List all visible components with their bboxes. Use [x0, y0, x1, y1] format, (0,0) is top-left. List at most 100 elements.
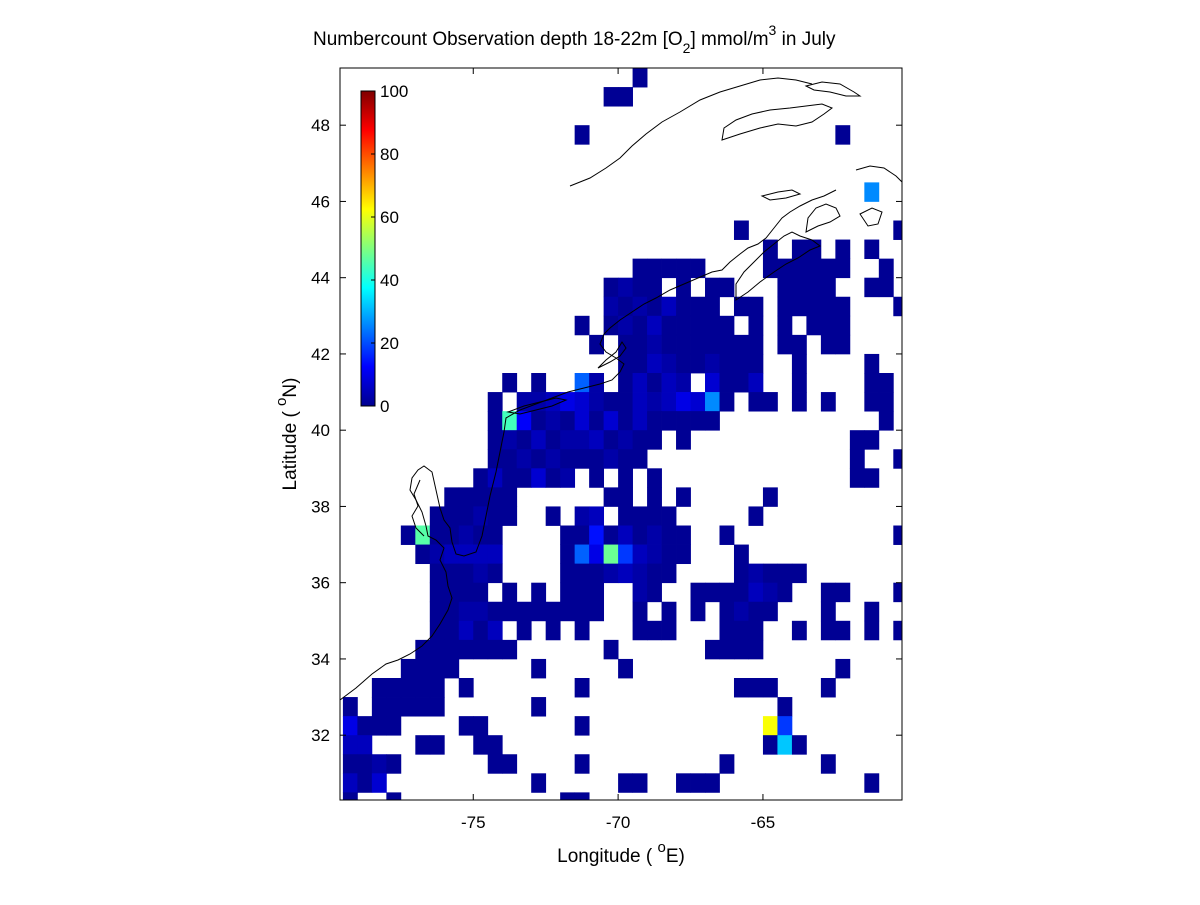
heatmap-cell	[487, 544, 503, 565]
heatmap-cell	[458, 582, 474, 603]
y-tick-label: 48	[311, 116, 330, 135]
heatmap-cell	[661, 525, 677, 545]
heatmap-cell	[733, 582, 749, 603]
heatmap-cell	[574, 754, 590, 774]
heatmap-cell	[835, 582, 851, 603]
heatmap-cell	[589, 563, 605, 584]
heatmap-cell	[748, 334, 764, 355]
heatmap-cell	[893, 296, 902, 317]
heatmap-cell	[603, 525, 619, 545]
heatmap-cell	[690, 582, 706, 603]
heatmap-cell	[632, 582, 648, 603]
heatmap-cell	[632, 353, 648, 374]
heatmap-cell	[589, 468, 605, 488]
heatmap-cell	[733, 601, 749, 622]
x-tick-label: -65	[751, 813, 776, 832]
heatmap-cell	[545, 601, 561, 622]
heatmap-cell	[444, 601, 460, 622]
heatmap-cell	[690, 773, 706, 793]
heatmap-cell	[545, 449, 561, 469]
heatmap-cell	[458, 678, 474, 698]
heatmap-cell	[589, 525, 605, 545]
coastline-gaspe	[721, 103, 834, 141]
heatmap-cell	[733, 334, 749, 355]
heatmap-cell	[893, 449, 902, 469]
heatmap-cell	[820, 277, 836, 298]
colorbar: 0 20 40 60 80 100	[360, 82, 408, 416]
heatmap-cell	[632, 773, 648, 793]
heatmap-cell	[632, 315, 648, 336]
heatmap-cell	[791, 563, 807, 584]
heatmap-cell	[502, 373, 518, 393]
heatmap-cell	[791, 334, 807, 355]
heatmap-cell	[690, 315, 706, 336]
heatmap-cell	[589, 430, 605, 450]
heatmap-cell	[531, 373, 547, 393]
heatmap-cell	[748, 506, 764, 526]
heatmap-cell	[473, 582, 489, 603]
heatmap-cell	[342, 792, 358, 800]
heatmap-cell	[705, 773, 720, 793]
heatmap-cell	[647, 392, 662, 412]
heatmap-cell	[618, 392, 633, 412]
heatmap-cell	[415, 735, 431, 755]
heatmap-cell	[560, 582, 576, 603]
heatmap-cell	[545, 430, 561, 450]
coastline-nova-scotia	[735, 231, 822, 301]
heatmap-cell	[733, 220, 749, 240]
heatmap-cell	[791, 258, 807, 279]
coastline-cape-breton	[805, 203, 841, 233]
heatmap-cell	[791, 239, 807, 260]
heatmap-cell	[878, 277, 894, 298]
heatmap-cell	[618, 506, 633, 526]
heatmap-cell	[516, 411, 532, 431]
heatmap-cell	[632, 525, 648, 545]
heatmap-cell	[762, 563, 778, 584]
heatmap-cell	[429, 639, 445, 660]
heatmap-cell	[487, 430, 503, 450]
heatmap-cell	[647, 315, 662, 336]
heatmap-cell	[574, 315, 590, 336]
heatmap-cell	[589, 334, 605, 355]
heatmap-cell	[733, 373, 749, 393]
heatmap-cell	[762, 392, 778, 412]
heatmap-cell	[632, 334, 648, 355]
heatmap-cell	[502, 411, 518, 431]
heatmap-cell	[661, 601, 677, 622]
heatmap-cell	[400, 678, 416, 698]
coastline-long-island	[506, 397, 568, 415]
heatmap-cell	[647, 563, 662, 584]
heatmap-cell	[647, 487, 662, 507]
colorbar-tick-label: 0	[380, 397, 389, 416]
heatmap-cell	[806, 277, 822, 298]
heatmap-cell	[864, 773, 880, 793]
heatmap-cell	[791, 296, 807, 317]
heatmap-cell	[487, 506, 503, 526]
heatmap-cell	[777, 277, 793, 298]
heatmap-cell	[748, 296, 764, 317]
heatmap-cell	[762, 678, 778, 698]
heatmap-cell	[632, 563, 648, 584]
heatmap-cell	[647, 277, 662, 298]
heatmap-cell	[574, 620, 590, 641]
heatmap-cell	[647, 468, 662, 488]
heatmap-cell	[574, 678, 590, 698]
colorbar-gradient	[360, 90, 376, 407]
heatmap-cell	[864, 430, 880, 450]
heatmap-cell	[574, 506, 590, 526]
heatmap-cell	[560, 792, 576, 800]
heatmap-cell	[820, 754, 836, 774]
heatmap-cell	[647, 430, 662, 450]
heatmap-cell	[444, 639, 460, 660]
heatmap-cell	[820, 601, 836, 622]
heatmap-cell	[618, 411, 633, 431]
heatmap-cell	[661, 353, 677, 374]
heatmap-cell	[676, 296, 691, 317]
heatmap-cell	[473, 735, 489, 755]
heatmap-cell	[719, 582, 735, 603]
heatmap-cell	[531, 658, 547, 679]
heatmap-cell	[835, 334, 851, 355]
heatmap-cell	[516, 620, 532, 641]
heatmap-cell	[791, 735, 807, 755]
